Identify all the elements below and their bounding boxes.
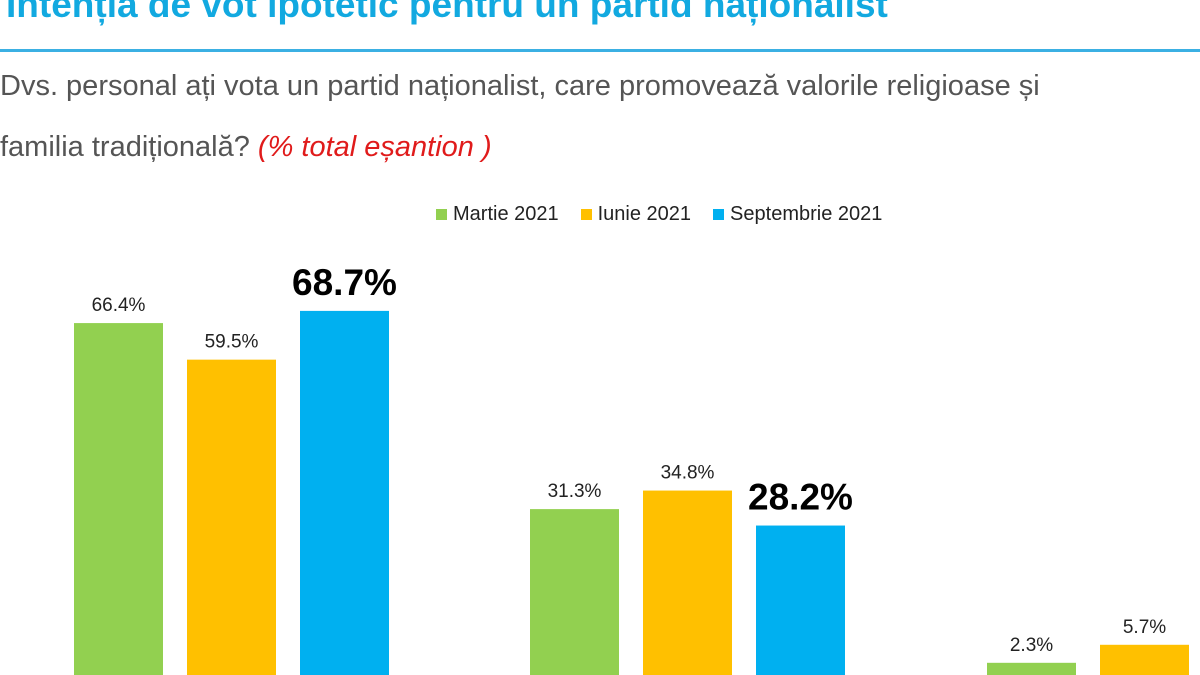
bar-septembrie-2	[756, 525, 845, 675]
legend-swatch-septembrie	[713, 209, 725, 220]
data-label-iunie-1: 59.5%	[205, 332, 259, 353]
bar-iunie-3	[1100, 644, 1189, 675]
bar-martie-3	[987, 662, 1076, 675]
chart-title: Intenția de vot ipotetic pentru un parti…	[6, 0, 888, 25]
bar-martie-1	[74, 323, 163, 675]
legend-label-martie: Martie 2021	[453, 203, 559, 225]
title-divider	[0, 49, 1200, 52]
legend-swatch-iunie	[580, 209, 592, 220]
legend-swatch-martie	[436, 209, 447, 220]
data-label-martie-2: 31.3%	[548, 481, 602, 502]
bar-iunie-2	[643, 490, 732, 675]
question-line-2: familia tradițională? (% total eșantion …	[0, 131, 492, 164]
data-label-iunie-3: 5.7%	[1123, 617, 1166, 638]
data-label-martie-1: 66.4%	[92, 295, 146, 316]
bar-martie-2	[530, 509, 619, 675]
bar-iunie-1	[187, 359, 276, 675]
data-label-martie-3: 2.3%	[1010, 635, 1053, 656]
legend-item-iunie: Iunie 2021	[580, 203, 692, 226]
data-label-septembrie-2: 28.2%	[748, 477, 853, 518]
legend-label-septembrie: Septembrie 2021	[730, 203, 883, 225]
legend-item-martie: Martie 2021	[436, 203, 559, 226]
data-label-iunie-2: 34.8%	[661, 463, 715, 484]
legend-label-iunie: Iunie 2021	[597, 203, 692, 225]
data-label-septembrie-1: 68.7%	[292, 262, 397, 303]
question-text: familia tradițională?	[0, 131, 250, 163]
legend-item-septembrie: Septembrie 2021	[713, 203, 882, 226]
question-line-1: Dvs. personal ați vota un partid naționa…	[0, 70, 1040, 102]
chart-legend: Martie 2021 Iunie 2021 Septembrie 2021	[436, 203, 882, 226]
sample-note: (% total eșantion )	[257, 131, 492, 163]
bar-septembrie-1	[300, 310, 389, 675]
